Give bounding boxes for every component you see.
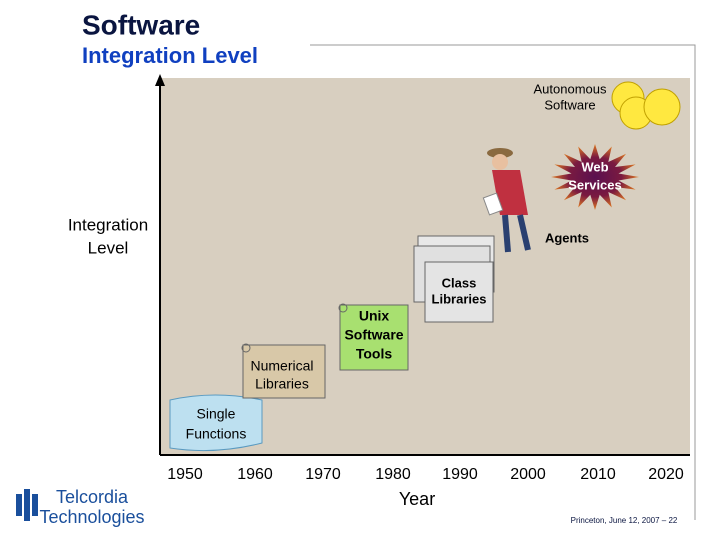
class-scroll xyxy=(424,261,494,323)
x-tick-label: 1990 xyxy=(442,466,478,483)
label-line: Class xyxy=(442,275,477,290)
x-tick-label: 1980 xyxy=(375,466,411,483)
label-line: Telcordia xyxy=(56,487,129,507)
single-functions: Single Functions xyxy=(186,406,247,442)
label-line: Integration xyxy=(68,215,148,234)
y-axis-label: Integration Level xyxy=(68,215,148,257)
single-functions-shape xyxy=(169,394,263,452)
frame-line xyxy=(310,44,696,520)
label-line: Software xyxy=(544,97,595,112)
x-tick-label: 1950 xyxy=(167,466,203,483)
label-line: Functions xyxy=(186,426,247,442)
web-services: Web Services xyxy=(568,159,622,192)
label-line: Libraries xyxy=(255,376,309,392)
label-line: Software xyxy=(344,327,403,343)
smileys xyxy=(611,81,681,130)
label-line: Level xyxy=(88,238,129,257)
agents-label: Agents xyxy=(545,230,589,245)
x-tick-label: 1960 xyxy=(237,466,273,483)
label-line: Technologies xyxy=(39,507,144,527)
label-line: Autonomous xyxy=(534,81,607,96)
numerical-scroll xyxy=(242,344,326,399)
label-line: Services xyxy=(568,177,622,192)
x-tick-label: 1970 xyxy=(305,466,341,483)
label-line: Tools xyxy=(356,346,393,362)
label-line: Unix xyxy=(359,308,390,324)
web-services-burst xyxy=(551,144,639,210)
x-tick-label: 2020 xyxy=(648,466,684,483)
label-line: Single xyxy=(197,406,236,422)
label-line: Numerical xyxy=(250,358,313,374)
x-axis-label: Year xyxy=(399,489,435,509)
x-ticks: 1950 1960 1970 1980 1990 2000 2010 2020 xyxy=(167,466,684,483)
label-line: Web xyxy=(581,159,608,174)
label-line: Libraries xyxy=(432,291,487,306)
agent-figure xyxy=(482,148,531,253)
y-arrow xyxy=(155,74,165,86)
x-tick-label: 2010 xyxy=(580,466,616,483)
unix-tools: Unix Software Tools xyxy=(344,308,403,362)
unix-scroll xyxy=(339,304,409,371)
footer-note: Princeton, June 12, 2007 – 22 xyxy=(571,516,678,525)
scroll-curl xyxy=(241,343,251,353)
subtitle: Integration Level xyxy=(82,43,258,68)
x-tick-label: 2000 xyxy=(510,466,546,483)
numerical-libraries: Numerical Libraries xyxy=(250,358,313,392)
title: Software xyxy=(82,9,200,40)
scroll-curl xyxy=(338,303,348,313)
logo-mark xyxy=(16,489,38,521)
